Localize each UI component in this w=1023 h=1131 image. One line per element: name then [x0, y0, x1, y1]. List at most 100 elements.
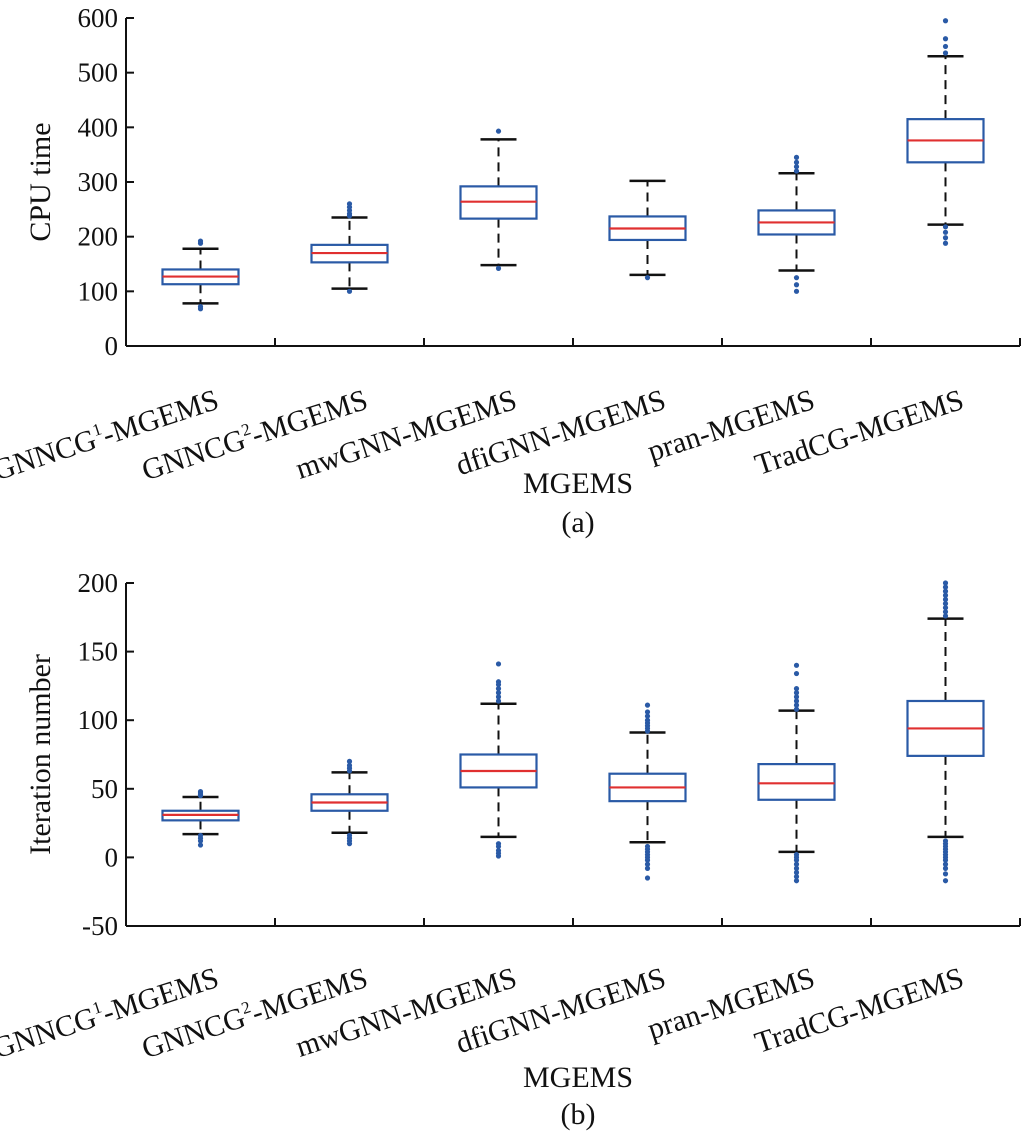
outlier-point — [644, 865, 651, 871]
y-tick-label: 400 — [78, 112, 119, 142]
outlier-point — [942, 588, 949, 594]
outlier-point — [644, 709, 651, 715]
box-3 — [608, 179, 687, 281]
outlier-point — [942, 43, 949, 50]
y-axis-title: CPU time — [24, 122, 57, 241]
box-1 — [310, 201, 389, 294]
y-tick-label: -50 — [82, 911, 118, 941]
outlier-point — [644, 275, 651, 281]
outlier-point — [346, 832, 353, 839]
panel-b: -50050100150200GNNCG1-MGEMSGNNCG2-MGEMSm… — [0, 568, 1021, 1131]
outlier-point — [793, 706, 800, 712]
outlier-point — [793, 861, 800, 867]
outlier-point — [793, 275, 800, 281]
outlier-point — [942, 605, 949, 611]
outlier-point — [495, 690, 502, 696]
outlier-point — [793, 159, 800, 165]
outlier-point — [942, 240, 949, 246]
panel-label: (b) — [561, 1098, 596, 1131]
outlier-point — [793, 694, 800, 700]
y-tick-label: 200 — [78, 222, 119, 252]
outlier-point — [644, 702, 651, 708]
box-2 — [459, 661, 538, 859]
panel-a: 0100200300400500600GNNCG1-MGEMSGNNCG2-MG… — [0, 3, 1021, 539]
outlier-point — [942, 613, 949, 619]
box-1 — [310, 758, 389, 847]
outlier-point — [942, 878, 949, 884]
outlier-point — [942, 235, 949, 241]
outlier-point — [942, 861, 949, 867]
y-axis-title: Iteration number — [24, 654, 57, 855]
outlier-point — [495, 128, 502, 134]
outlier-point — [197, 842, 204, 848]
outlier-point — [942, 584, 949, 590]
outlier-point — [942, 224, 949, 230]
y-tick-label: 0 — [105, 331, 119, 361]
box-3 — [608, 702, 687, 881]
outlier-point — [793, 865, 800, 871]
outlier-point — [495, 841, 502, 847]
outlier-point — [942, 596, 949, 603]
y-tick-label: 200 — [78, 568, 119, 598]
outlier-point — [942, 600, 949, 607]
box-0 — [161, 238, 240, 312]
outlier-point — [793, 670, 800, 677]
outlier-point — [495, 686, 502, 692]
outlier-point — [942, 865, 949, 871]
category-label-base: GNNCG — [0, 1001, 100, 1065]
outlier-point — [793, 878, 800, 884]
outlier-point — [942, 838, 949, 844]
outlier-point — [644, 843, 651, 850]
outlier-point — [942, 580, 949, 586]
outlier-point — [197, 832, 204, 839]
outlier-point — [495, 698, 502, 704]
outlier-point — [346, 288, 353, 294]
outlier-point — [793, 852, 800, 858]
y-tick-label: 100 — [78, 705, 119, 735]
outlier-point — [942, 18, 949, 24]
outlier-point — [793, 288, 800, 294]
outlier-point — [644, 717, 651, 723]
outlier-point — [197, 238, 204, 244]
outlier-point — [793, 869, 800, 876]
outlier-point — [495, 847, 502, 854]
box-5 — [906, 18, 985, 246]
outlier-point — [942, 50, 949, 56]
y-tick-label: 50 — [91, 774, 118, 804]
outlier-point — [346, 762, 353, 769]
outlier-point — [942, 871, 949, 877]
outlier-point — [793, 168, 800, 174]
y-tick-label: 0 — [105, 842, 119, 872]
outlier-point — [793, 690, 800, 696]
box-0 — [161, 788, 240, 848]
box-4 — [757, 662, 836, 884]
y-tick-label: 100 — [78, 276, 119, 306]
outlier-point — [644, 875, 651, 881]
category-label-base: GNNCG — [0, 423, 100, 487]
outlier-point — [793, 662, 800, 668]
box-4 — [757, 154, 836, 294]
outlier-point — [644, 713, 651, 719]
y-tick-label: 150 — [78, 637, 119, 667]
outlier-point — [942, 36, 949, 42]
outlier-point — [495, 679, 502, 685]
outlier-point — [793, 686, 800, 692]
outlier-point — [793, 698, 800, 704]
x-axis-title: MGEMS — [523, 467, 633, 500]
outlier-point — [793, 702, 800, 708]
outlier-point — [197, 304, 204, 310]
panel-label: (a) — [561, 506, 594, 539]
outlier-point — [942, 609, 949, 615]
outlier-point — [346, 201, 353, 207]
y-tick-label: 300 — [78, 167, 119, 197]
outlier-point — [495, 265, 502, 271]
outlier-point — [793, 282, 800, 288]
y-tick-label: 600 — [78, 3, 119, 33]
outlier-point — [346, 758, 353, 764]
outlier-point — [942, 229, 949, 235]
outlier-point — [495, 661, 502, 667]
outlier-point — [793, 874, 800, 880]
outlier-point — [644, 861, 651, 867]
outlier-point — [197, 788, 204, 795]
